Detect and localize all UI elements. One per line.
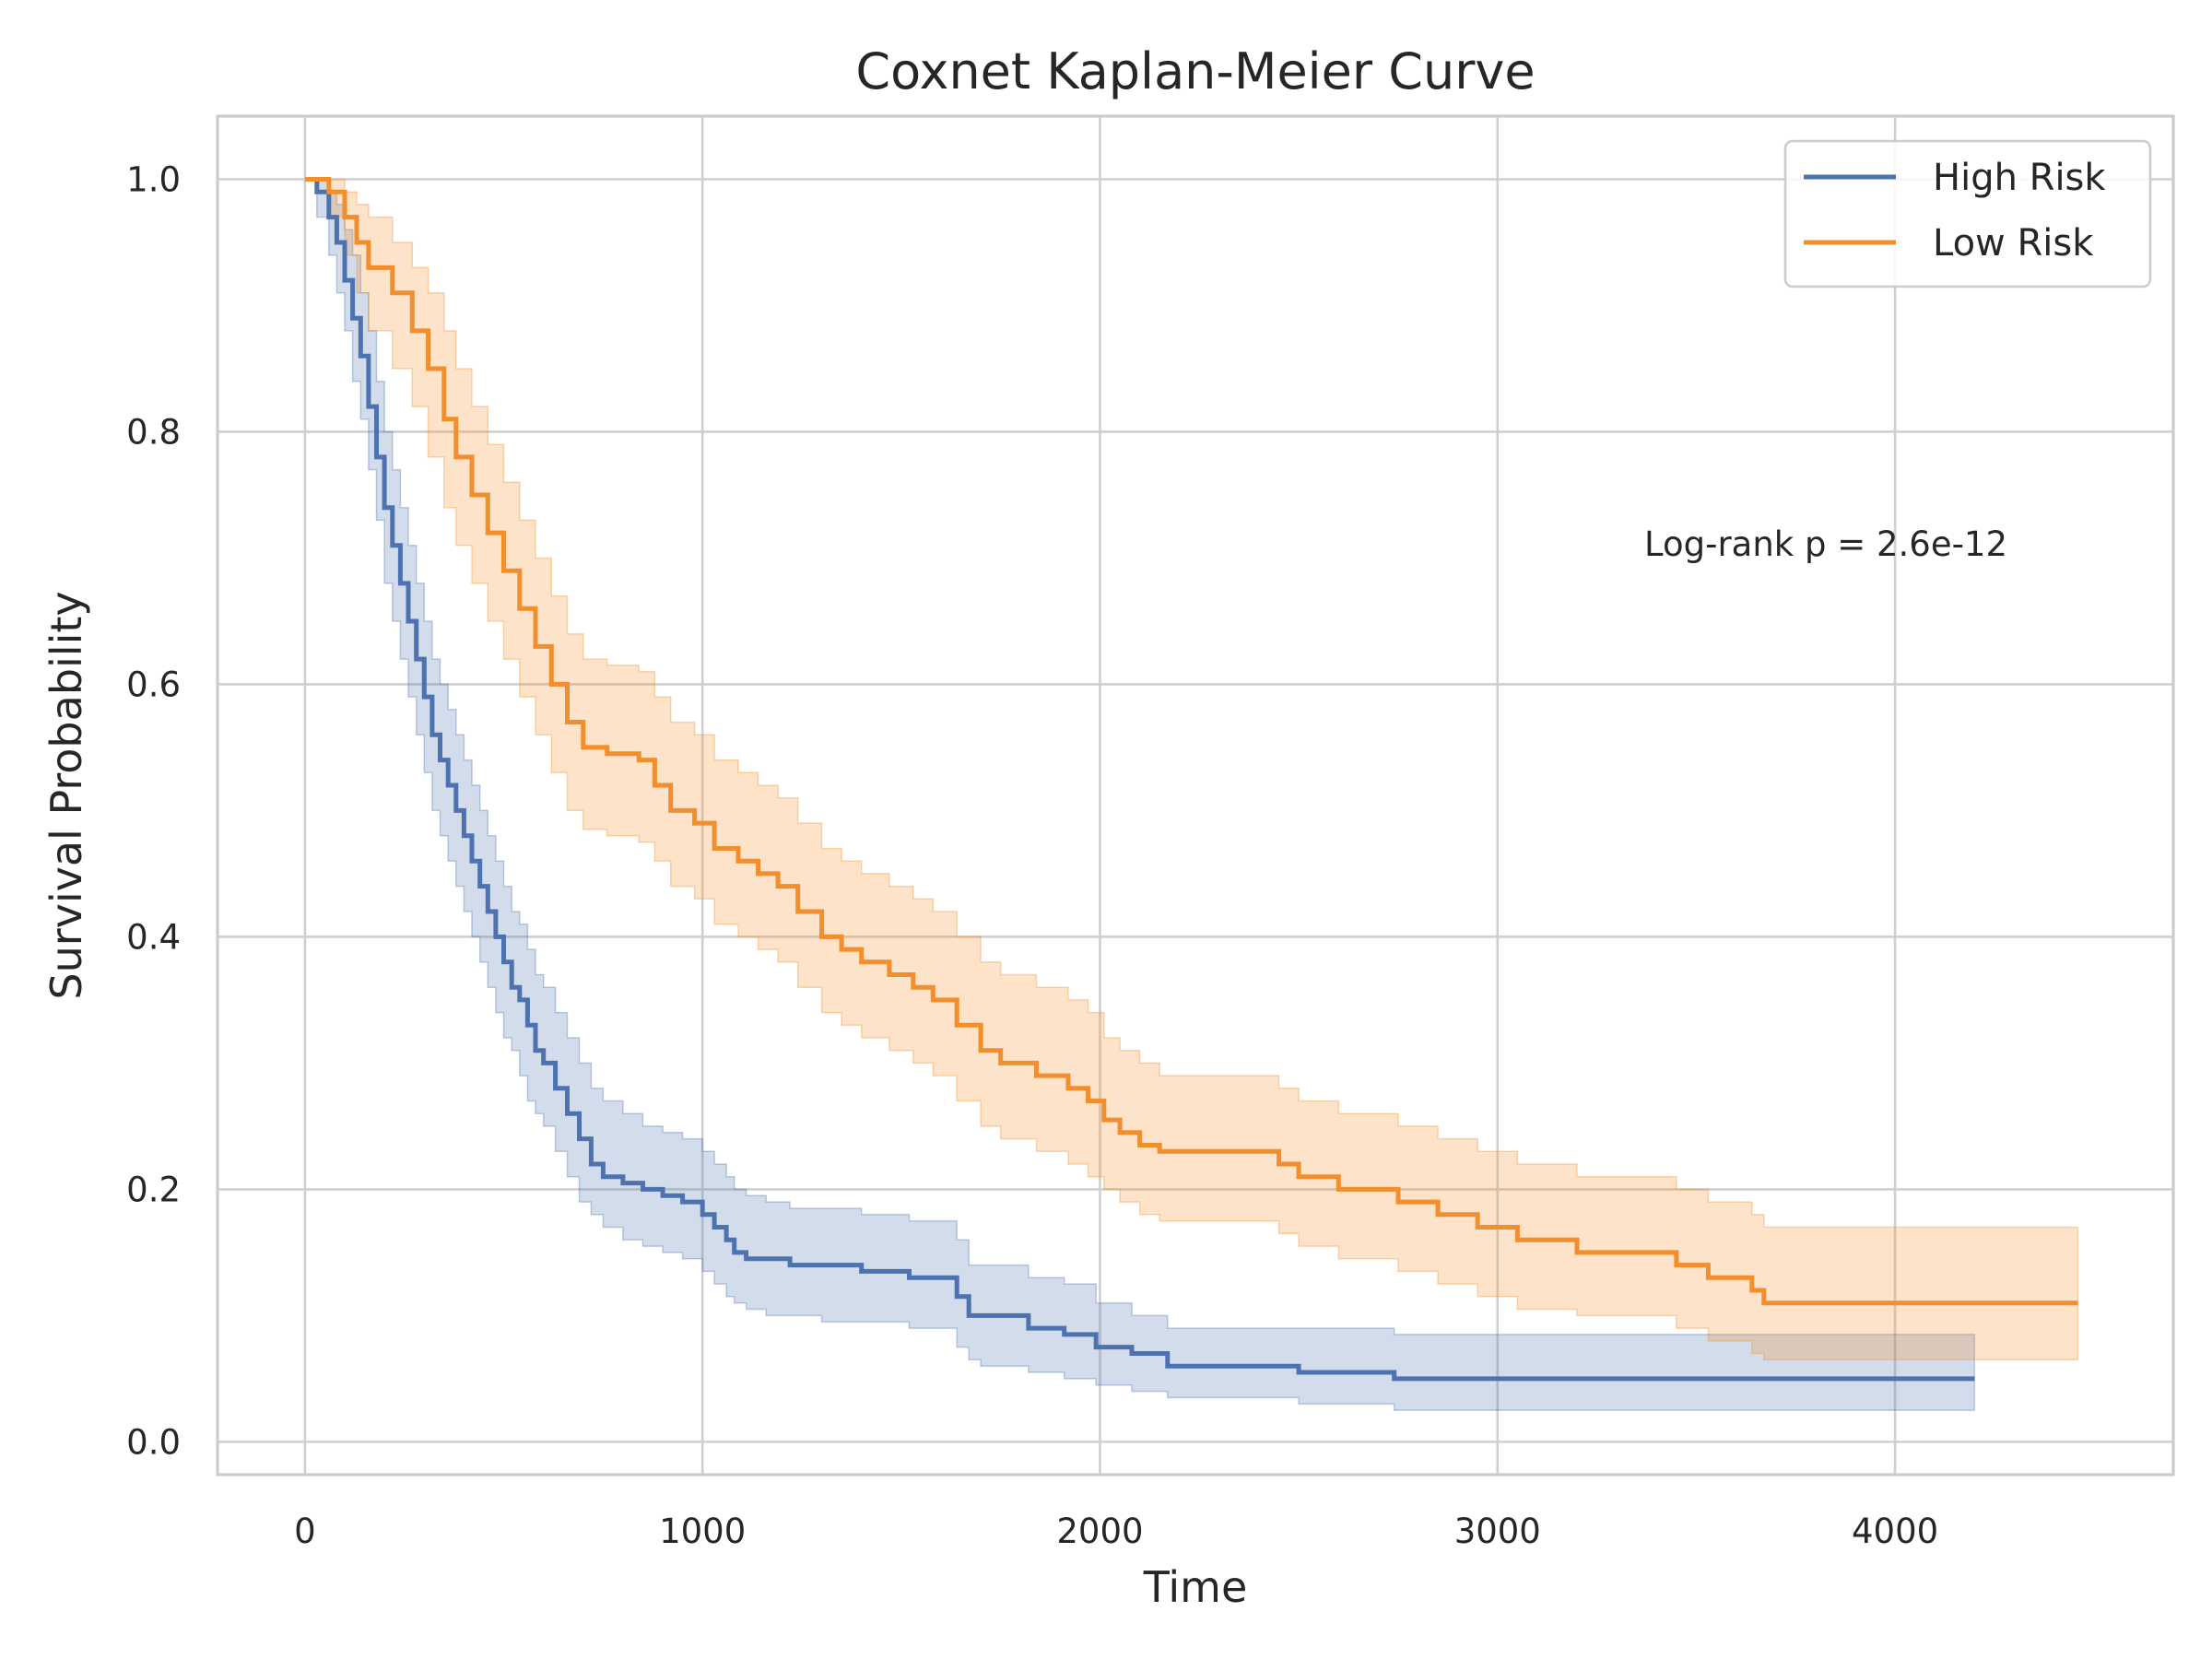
y-axis-label: Survival Probability bbox=[41, 591, 91, 999]
x-tick-label-4: 4000 bbox=[1852, 1512, 1938, 1551]
x-tick-label-0: 0 bbox=[294, 1512, 316, 1551]
legend-label-low-risk: Low Risk bbox=[1933, 222, 2094, 265]
y-tick-label-0: 0.0 bbox=[126, 1422, 181, 1462]
y-tick-label-1: 0.2 bbox=[126, 1170, 181, 1209]
survival-line-low-risk bbox=[304, 177, 2078, 1306]
legend: High Risk Low Risk bbox=[1783, 139, 2152, 288]
y-tick-label-3: 0.6 bbox=[126, 665, 181, 704]
x-tick-label-1: 1000 bbox=[659, 1512, 746, 1551]
x-tick-label-2: 2000 bbox=[1056, 1512, 1143, 1551]
x-tick-labels: 0 1000 2000 3000 4000 bbox=[294, 1512, 1938, 1551]
ci-band-high-risk bbox=[304, 178, 1976, 1411]
y-tick-labels: 0.0 0.2 0.4 0.6 0.8 1.0 bbox=[126, 159, 181, 1462]
ci-band-low-risk bbox=[304, 178, 2079, 1361]
chart-title: Coxnet Kaplan-Meier Curve bbox=[855, 42, 1535, 100]
survival-line-high-risk bbox=[304, 177, 1975, 1382]
logrank-annotation: Log-rank p = 2.6e-12 bbox=[1644, 524, 2007, 564]
x-tick-label-3: 3000 bbox=[1454, 1512, 1541, 1551]
legend-label-high-risk: High Risk bbox=[1933, 157, 2106, 199]
plot-frame bbox=[216, 114, 2175, 1477]
y-tick-label-2: 0.4 bbox=[126, 917, 181, 957]
confidence-bands bbox=[304, 178, 2079, 1411]
y-tick-label-5: 1.0 bbox=[126, 159, 181, 199]
x-axis-label: Time bbox=[1143, 1562, 1248, 1612]
y-tick-label-4: 0.8 bbox=[126, 412, 181, 452]
survival-curves bbox=[304, 177, 2078, 1382]
